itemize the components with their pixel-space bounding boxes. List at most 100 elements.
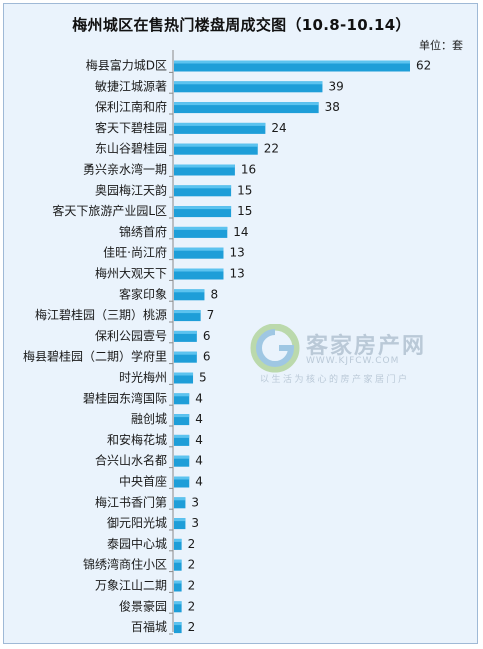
- bar-rect: [174, 164, 235, 176]
- category-label: 时光梅州: [119, 370, 167, 385]
- category-label: 客天下碧桂园: [95, 120, 167, 135]
- bar: [174, 559, 182, 571]
- category-label: 客天下旅游产业园L区: [52, 203, 167, 218]
- bar-highlight: [174, 247, 224, 251]
- bar-rect: [174, 518, 186, 530]
- bar-rect: [174, 476, 190, 488]
- bar-highlight: [174, 122, 266, 126]
- value-label: 3: [191, 495, 199, 509]
- category-label: 奥园梅江天韵: [95, 182, 167, 197]
- category-label: 客家印象: [119, 286, 167, 301]
- bar-rect: [174, 455, 190, 467]
- value-label: 13: [229, 267, 244, 281]
- bar-highlight: [174, 393, 190, 397]
- value-label: 15: [237, 183, 252, 197]
- value-label: 16: [241, 163, 256, 177]
- bar: [174, 268, 224, 280]
- bar-rect: [174, 143, 258, 155]
- value-label: 4: [195, 454, 203, 468]
- bar: [174, 601, 182, 613]
- value-label: 6: [203, 329, 211, 343]
- bar: [174, 143, 258, 155]
- value-label: 15: [237, 204, 252, 218]
- value-label: 3: [191, 516, 199, 530]
- logo-icon: [250, 324, 300, 373]
- bar-highlight: [174, 622, 182, 626]
- category-label: 万象江山二期: [95, 579, 167, 593]
- category-label: 梅县富力城D区: [86, 58, 167, 73]
- watermark: 客家房产网 WWW.KJFCW.COM 以生活为核心的房产家居门户: [248, 322, 458, 388]
- bar-rect: [174, 434, 190, 446]
- category-label: 保利江南和府: [95, 99, 167, 114]
- value-label: 39: [328, 79, 343, 93]
- watermark-tagline: 以生活为核心的房产家居门户: [260, 375, 410, 385]
- category-label: 梅县碧桂园（二期）学府里: [23, 349, 167, 364]
- bar: [174, 497, 186, 509]
- bar-rect: [174, 206, 232, 218]
- bar-rect: [174, 81, 323, 93]
- bar-rect: [174, 497, 186, 509]
- chart-title: 梅州城区在售热门楼盘周成交图（10.8-10.14）: [72, 16, 411, 34]
- value-label: 14: [233, 225, 248, 239]
- category-label: 锦绣湾商住小区: [83, 557, 167, 572]
- category-label: 泰园中心城: [107, 536, 167, 551]
- bar-rect: [174, 601, 182, 613]
- bar-highlight: [174, 434, 190, 438]
- value-label: 2: [188, 537, 196, 551]
- bar: [174, 330, 197, 342]
- value-label: 4: [195, 433, 203, 447]
- bar: [174, 538, 182, 550]
- bar-highlight: [174, 580, 182, 584]
- bar-highlight: [174, 310, 201, 314]
- bar: [174, 185, 232, 197]
- category-label: 百福城: [131, 619, 167, 634]
- unit-label: 单位：套: [419, 39, 463, 52]
- value-label: 5: [199, 371, 207, 385]
- bar-rect: [174, 393, 190, 405]
- bar: [174, 372, 194, 384]
- value-label: 8: [210, 287, 218, 301]
- bar-highlight: [174, 102, 319, 106]
- bar-highlight: [174, 455, 190, 459]
- bar-highlight: [174, 559, 182, 563]
- category-label: 俊景豪园: [119, 598, 167, 613]
- bar: [174, 289, 205, 301]
- category-label: 中央首座: [119, 474, 167, 489]
- bar-rect: [174, 559, 182, 571]
- bar: [174, 580, 182, 592]
- category-label: 御元阳光城: [107, 515, 167, 530]
- bar-highlight: [174, 372, 194, 376]
- bar: [174, 164, 235, 176]
- bar-highlight: [174, 497, 186, 501]
- bar-highlight: [174, 414, 190, 418]
- category-label: 梅州大观天下: [95, 266, 167, 281]
- category-label: 佳旺·尚江府: [103, 245, 167, 260]
- bar-rect: [174, 351, 197, 363]
- category-label: 东山谷碧桂园: [95, 141, 167, 156]
- bar: [174, 414, 190, 426]
- bar: [174, 434, 190, 446]
- bar-rect: [174, 60, 410, 72]
- bar: [174, 122, 266, 134]
- bar-highlight: [174, 60, 410, 64]
- bar: [174, 476, 190, 488]
- bar: [174, 455, 190, 467]
- bar: [174, 102, 319, 114]
- category-label: 锦绣首府: [119, 224, 167, 239]
- bar-highlight: [174, 518, 186, 522]
- value-label: 22: [264, 142, 279, 156]
- category-label: 梅江书香门第: [95, 494, 167, 509]
- bar-rect: [174, 268, 224, 280]
- bar-highlight: [174, 268, 224, 272]
- bar-rect: [174, 414, 190, 426]
- bar-rect: [174, 330, 197, 342]
- category-label: 合兴山水名都: [95, 453, 167, 468]
- value-label: 2: [188, 620, 196, 634]
- bar: [174, 226, 228, 238]
- value-label: 24: [271, 121, 286, 135]
- bar: [174, 247, 224, 259]
- value-label: 62: [416, 59, 431, 73]
- category-label: 梅江碧桂园（三期）桃源: [35, 307, 167, 322]
- bar: [174, 81, 323, 93]
- category-label: 融创城: [131, 412, 167, 426]
